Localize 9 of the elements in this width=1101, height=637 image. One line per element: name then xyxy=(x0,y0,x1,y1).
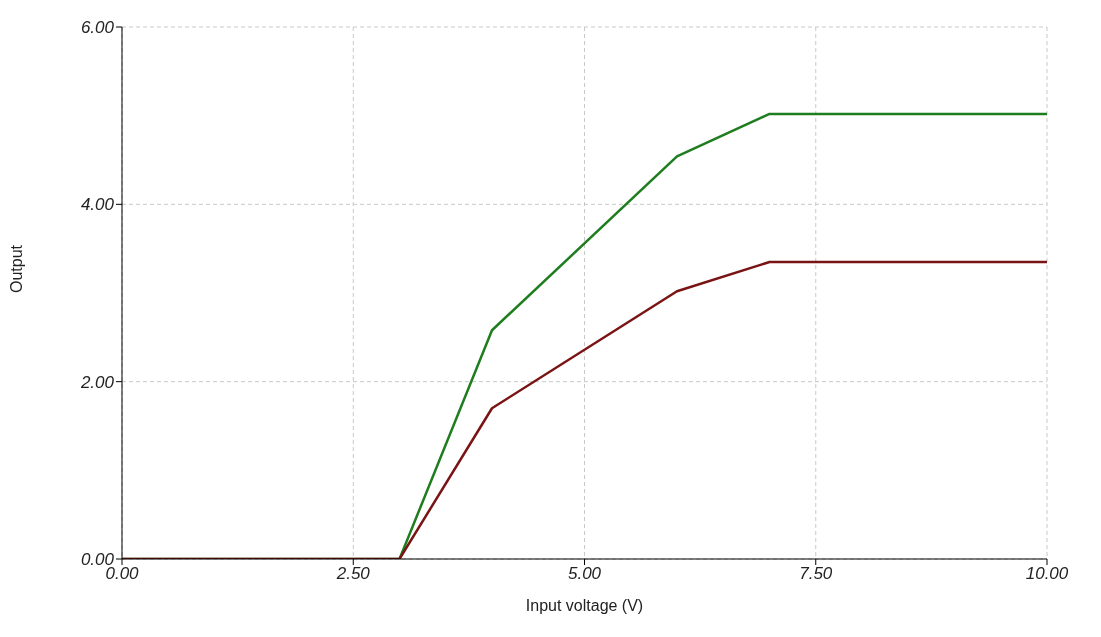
x-tick-label: 10.00 xyxy=(1025,564,1069,584)
x-tick-label: 5.00 xyxy=(567,564,602,584)
x-tick-label: 2.50 xyxy=(335,564,371,584)
x-tick-label: 7.50 xyxy=(799,564,833,584)
x-axis-title: Input voltage (V) xyxy=(525,597,644,614)
y-tick-label: 6.00 xyxy=(80,18,115,38)
y-tick-label: 4.00 xyxy=(80,195,115,215)
y-tick-label: 2.00 xyxy=(79,372,115,392)
y-axis-title: Output xyxy=(7,244,25,293)
